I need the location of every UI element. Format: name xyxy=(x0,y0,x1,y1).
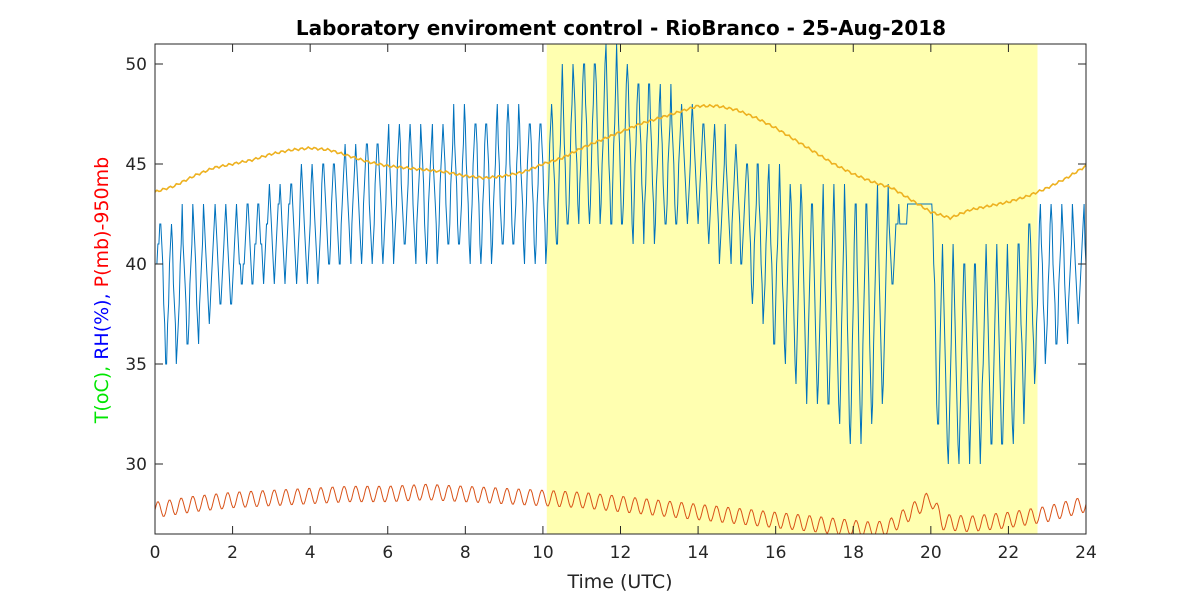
x-tick-label: 20 xyxy=(920,543,942,563)
y-tick-label: 30 xyxy=(125,455,147,475)
y-axis-label-pressure: P(mb)-950mb xyxy=(91,157,113,288)
x-tick-label: 12 xyxy=(610,543,632,563)
y-axis-label-humidity: RH(%), xyxy=(91,287,113,359)
series-layer xyxy=(154,43,1087,535)
x-tick-label: 8 xyxy=(460,543,471,563)
daytime-highlight-band xyxy=(546,44,1038,534)
x-axis-label: Time (UTC) xyxy=(566,571,672,593)
x-tick-label: 18 xyxy=(842,543,864,563)
x-tick-label: 4 xyxy=(305,543,316,563)
y-tick-label: 40 xyxy=(125,255,147,275)
series-pressure-line xyxy=(154,103,1087,221)
series-temperature-line xyxy=(154,483,1087,535)
x-tick-label: 16 xyxy=(765,543,787,563)
y-tick-label: 45 xyxy=(125,155,147,175)
x-tick-label: 14 xyxy=(687,543,709,563)
x-tick-label: 0 xyxy=(150,543,161,563)
x-tick-label: 6 xyxy=(382,543,393,563)
y-axis-label-temperature: T(oC), xyxy=(91,360,113,424)
series-relative-humidity-line xyxy=(155,43,1087,465)
chart-title: Laboratory enviroment control - RioBranc… xyxy=(296,16,946,40)
y-tick-label: 35 xyxy=(125,355,147,375)
y-tick-label: 50 xyxy=(125,55,147,75)
x-tick-label: 22 xyxy=(998,543,1020,563)
x-tick-label: 2 xyxy=(227,543,238,563)
x-tick-label: 24 xyxy=(1075,543,1097,563)
y-axis-label: T(oC), RH(%), P(mb)-950mb xyxy=(91,157,113,424)
x-tick-label: 10 xyxy=(532,543,554,563)
